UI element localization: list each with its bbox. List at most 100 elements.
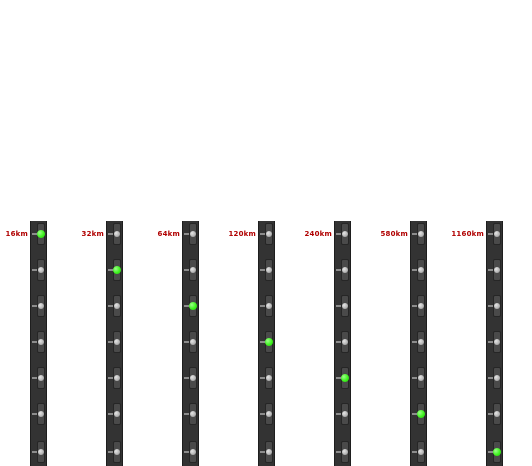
indicator-led-off[interactable]	[342, 339, 348, 345]
range-level-slot[interactable]	[487, 366, 502, 390]
indicator-led-off[interactable]	[190, 411, 196, 417]
indicator-led-off[interactable]	[494, 375, 500, 381]
range-level-slot[interactable]	[335, 258, 350, 282]
range-label: 120km	[228, 230, 256, 238]
range-level-slot[interactable]	[183, 222, 198, 246]
range-level-slot[interactable]	[411, 440, 426, 464]
indicator-led-off[interactable]	[418, 449, 424, 455]
range-level-slot[interactable]	[411, 294, 426, 318]
range-level-slot[interactable]	[259, 330, 274, 354]
range-level-slot[interactable]	[107, 222, 122, 246]
indicator-led-off[interactable]	[38, 449, 44, 455]
range-level-slot[interactable]	[31, 258, 46, 282]
range-level-slot[interactable]	[31, 366, 46, 390]
range-level-slot[interactable]	[411, 366, 426, 390]
indicator-led-off[interactable]	[494, 303, 500, 309]
range-level-slot[interactable]	[183, 402, 198, 426]
indicator-led-off[interactable]	[494, 231, 500, 237]
indicator-led-on[interactable]	[189, 302, 197, 310]
indicator-led-off[interactable]	[342, 411, 348, 417]
range-level-slot[interactable]	[183, 440, 198, 464]
range-level-slot[interactable]	[411, 330, 426, 354]
indicator-led-off[interactable]	[190, 231, 196, 237]
range-level-slot[interactable]	[411, 258, 426, 282]
range-level-slot[interactable]	[31, 440, 46, 464]
indicator-led-off[interactable]	[494, 411, 500, 417]
indicator-led-off[interactable]	[342, 449, 348, 455]
range-level-slot[interactable]	[31, 402, 46, 426]
tick-mark	[184, 451, 189, 453]
range-level-slot[interactable]	[335, 402, 350, 426]
range-level-slot[interactable]	[259, 294, 274, 318]
indicator-led-off[interactable]	[342, 231, 348, 237]
range-level-slot[interactable]	[487, 330, 502, 354]
indicator-led-off[interactable]	[114, 449, 120, 455]
indicator-led-off[interactable]	[266, 267, 272, 273]
indicator-led-off[interactable]	[38, 339, 44, 345]
range-level-slot[interactable]	[183, 258, 198, 282]
range-level-slot[interactable]	[335, 222, 350, 246]
indicator-led-off[interactable]	[38, 375, 44, 381]
indicator-led-off[interactable]	[266, 411, 272, 417]
indicator-led-on[interactable]	[113, 266, 121, 274]
range-level-slot[interactable]	[31, 330, 46, 354]
indicator-led-off[interactable]	[418, 375, 424, 381]
range-level-slot[interactable]	[411, 222, 426, 246]
indicator-led-off[interactable]	[342, 303, 348, 309]
range-level-slot[interactable]	[335, 294, 350, 318]
indicator-led-on[interactable]	[417, 410, 425, 418]
range-level-slot[interactable]	[183, 330, 198, 354]
indicator-led-on[interactable]	[265, 338, 273, 346]
indicator-led-off[interactable]	[418, 267, 424, 273]
range-level-slot[interactable]	[335, 440, 350, 464]
indicator-led-off[interactable]	[494, 339, 500, 345]
range-level-slot[interactable]	[31, 222, 46, 246]
range-level-slot[interactable]	[335, 330, 350, 354]
range-level-slot[interactable]	[411, 402, 426, 426]
range-level-slot[interactable]	[259, 366, 274, 390]
indicator-led-on[interactable]	[37, 230, 45, 238]
range-level-slot[interactable]	[107, 440, 122, 464]
range-level-slot[interactable]	[259, 258, 274, 282]
range-level-slot[interactable]	[259, 402, 274, 426]
indicator-led-off[interactable]	[190, 339, 196, 345]
range-level-slot[interactable]	[487, 258, 502, 282]
indicator-led-off[interactable]	[114, 303, 120, 309]
range-level-slot[interactable]	[487, 402, 502, 426]
range-level-slot[interactable]	[107, 330, 122, 354]
indicator-led-off[interactable]	[190, 375, 196, 381]
indicator-led-off[interactable]	[38, 411, 44, 417]
range-level-slot[interactable]	[487, 294, 502, 318]
range-level-slot[interactable]	[107, 258, 122, 282]
indicator-led-off[interactable]	[114, 339, 120, 345]
range-level-slot[interactable]	[107, 294, 122, 318]
indicator-led-off[interactable]	[190, 449, 196, 455]
indicator-led-off[interactable]	[418, 231, 424, 237]
indicator-led-off[interactable]	[266, 231, 272, 237]
range-level-slot[interactable]	[259, 222, 274, 246]
range-level-slot[interactable]	[183, 366, 198, 390]
range-level-slot[interactable]	[487, 222, 502, 246]
indicator-led-off[interactable]	[342, 267, 348, 273]
indicator-led-on[interactable]	[493, 448, 501, 456]
indicator-led-off[interactable]	[418, 303, 424, 309]
range-level-slot[interactable]	[107, 366, 122, 390]
indicator-led-on[interactable]	[341, 374, 349, 382]
indicator-led-off[interactable]	[114, 411, 120, 417]
indicator-led-off[interactable]	[494, 267, 500, 273]
indicator-led-off[interactable]	[266, 303, 272, 309]
indicator-led-off[interactable]	[190, 267, 196, 273]
indicator-led-off[interactable]	[38, 303, 44, 309]
indicator-led-off[interactable]	[266, 449, 272, 455]
indicator-led-off[interactable]	[266, 375, 272, 381]
indicator-led-off[interactable]	[418, 339, 424, 345]
range-level-slot[interactable]	[107, 402, 122, 426]
range-level-slot[interactable]	[183, 294, 198, 318]
range-level-slot[interactable]	[487, 440, 502, 464]
indicator-led-off[interactable]	[114, 231, 120, 237]
range-level-slot[interactable]	[259, 440, 274, 464]
indicator-led-off[interactable]	[114, 375, 120, 381]
indicator-led-off[interactable]	[38, 267, 44, 273]
range-level-slot[interactable]	[31, 294, 46, 318]
range-level-slot[interactable]	[335, 366, 350, 390]
